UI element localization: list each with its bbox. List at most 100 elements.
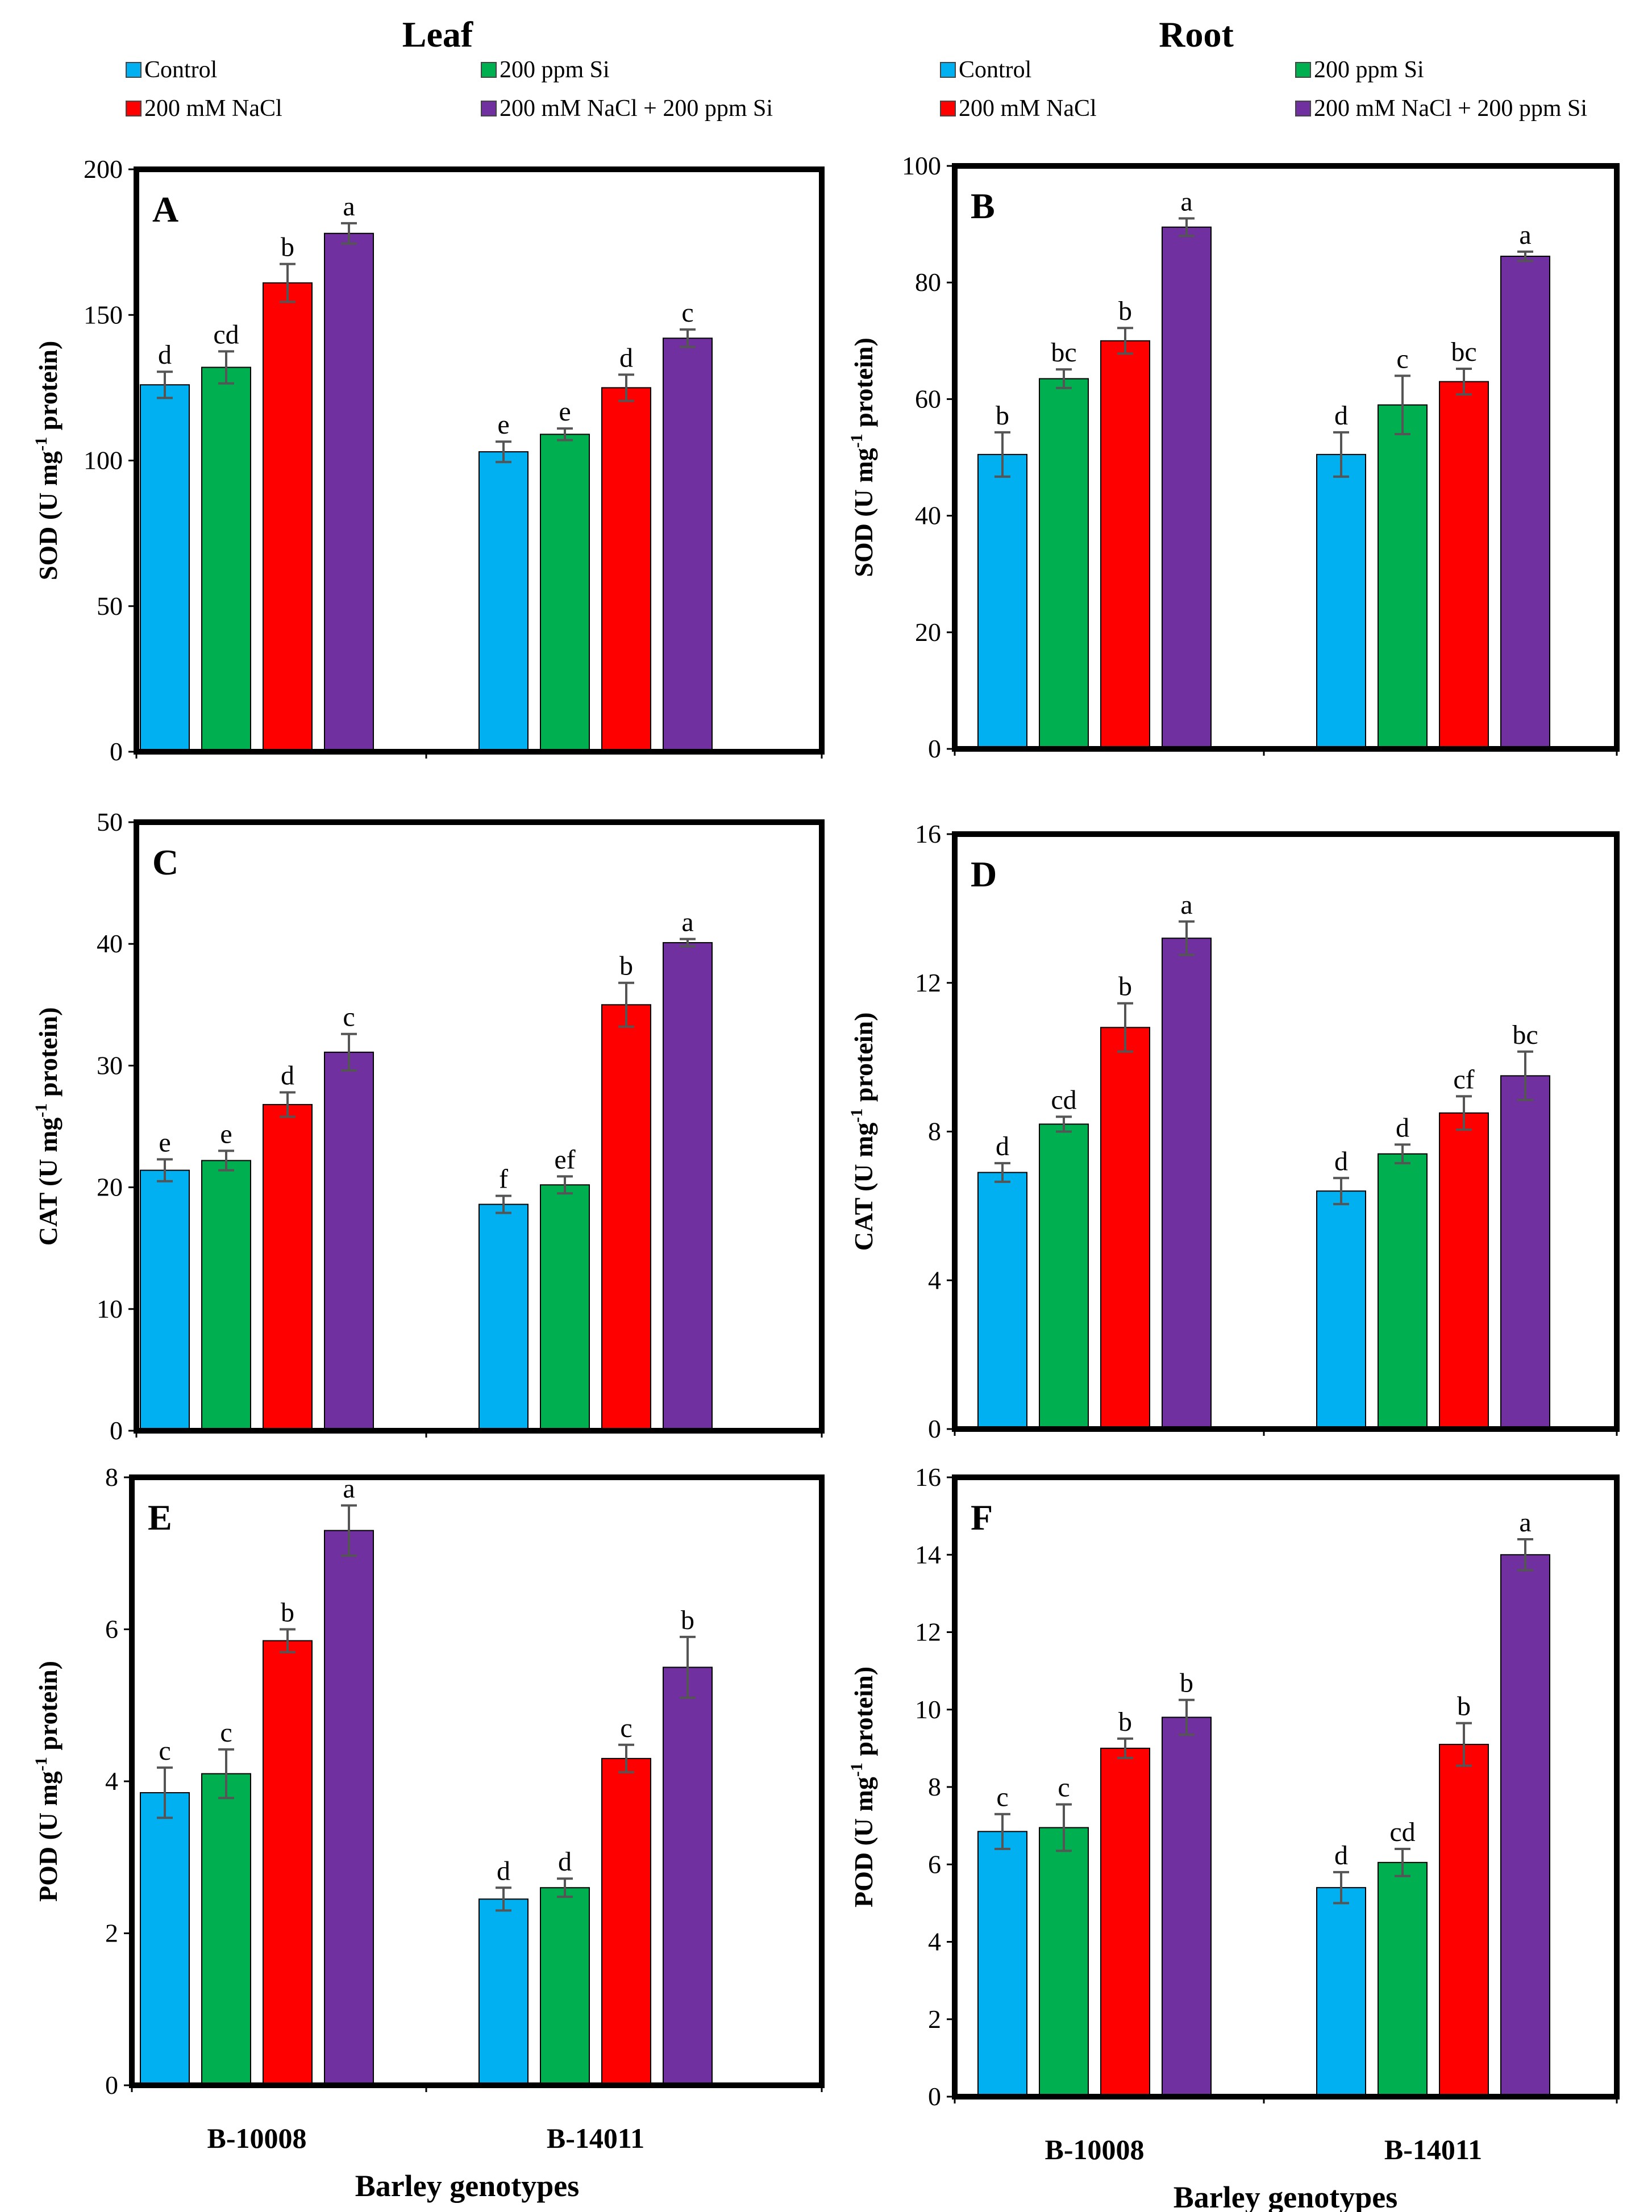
y-tick-label: 8	[928, 1117, 941, 1146]
bar	[1162, 938, 1212, 1430]
bar	[663, 338, 713, 752]
bar	[1500, 1554, 1550, 2097]
bar	[1100, 1027, 1150, 1430]
y-axis-label-superscript: -1	[847, 434, 866, 448]
y-axis-label-superscript: -1	[32, 1103, 51, 1118]
y-axis-label-base: CAT (U mg	[849, 1123, 878, 1251]
bar	[201, 366, 251, 752]
significance-letter: a	[343, 191, 355, 222]
significance-letter: b	[281, 1598, 294, 1628]
y-axis-label-base: POD (U mg	[849, 1777, 878, 1907]
panel-letter: D	[971, 854, 997, 894]
significance-letter: ef	[554, 1144, 575, 1174]
y-axis-label-superscript: -1	[32, 437, 51, 451]
legend-label-root: Control	[959, 57, 1031, 83]
legends: Control 200 ppm Si 200 mM NaCl 200 mM NaCl …	[126, 57, 1587, 122]
significance-letter: cd	[1051, 1085, 1076, 1115]
y-tick-label: 20	[97, 1173, 123, 1202]
bar	[324, 1051, 374, 1431]
legend-swatch-root	[940, 101, 956, 116]
significance-letter: cd	[1389, 1817, 1415, 1847]
significance-letter: a	[1519, 1507, 1531, 1538]
significance-letter: c	[159, 1736, 170, 1766]
y-axis-label: POD (U mg-1 protein)	[32, 1661, 63, 1902]
significance-letter: d	[996, 1131, 1009, 1161]
y-axis-label-tail: protein)	[34, 1007, 63, 1103]
bar	[478, 1898, 529, 2086]
bar	[540, 1184, 590, 1431]
bar	[1039, 1827, 1089, 2097]
y-tick-label: 16	[915, 819, 941, 848]
panel-b: b d bc c b bc a a 0 20 40 60 80 100 B SOD (U mg-1 prote…	[847, 151, 1620, 763]
y-tick-label: 40	[97, 929, 123, 958]
y-axis-label-base: SOD (U mg	[34, 451, 63, 580]
significance-letter: c	[1058, 1773, 1070, 1803]
legend-label-leaf: 200 mM NaCl + 200 ppm Si	[500, 95, 773, 122]
significance-letter: e	[559, 397, 571, 427]
y-tick-label: 50	[97, 591, 123, 620]
bar	[1039, 1123, 1089, 1430]
y-axis-label-tail: protein)	[849, 1667, 878, 1763]
significance-letter: d	[558, 1847, 572, 1877]
y-axis-label-superscript: -1	[32, 1757, 51, 1771]
y-tick-label: 0	[110, 1416, 123, 1445]
y-tick-label: 6	[105, 1615, 118, 1644]
plot-frame	[952, 163, 1620, 752]
significance-letter: c	[681, 298, 693, 328]
bar	[478, 451, 529, 752]
y-axis-label-superscript: -1	[847, 1109, 866, 1123]
bar	[663, 942, 713, 1431]
significance-letter: cd	[213, 319, 239, 349]
bar	[324, 1530, 374, 2086]
legend-label-root: 200 ppm Si	[1314, 57, 1424, 83]
category-label: B-10008	[207, 2122, 307, 2154]
significance-letter: e	[497, 410, 509, 440]
y-tick-label: 100	[84, 446, 123, 475]
significance-letter: d	[497, 1856, 510, 1886]
significance-letter: f	[499, 1164, 508, 1194]
bar	[140, 1169, 190, 1432]
y-tick-label: 0	[928, 1414, 941, 1443]
significance-letter: b	[996, 401, 1009, 431]
y-axis-label-base: SOD (U mg	[849, 448, 878, 577]
bar	[1439, 1744, 1489, 2097]
significance-letter: d	[1334, 1840, 1348, 1871]
significance-letter: a	[1180, 186, 1192, 216]
y-tick-label: 4	[928, 1927, 941, 1956]
significance-letter: cf	[1453, 1064, 1474, 1094]
significance-letter: a	[1519, 220, 1531, 250]
bar	[1316, 1887, 1366, 2097]
legend-swatch-leaf	[126, 62, 142, 78]
significance-letter: bc	[1451, 337, 1476, 367]
significance-letter: d	[158, 340, 172, 370]
significance-letter: bc	[1051, 338, 1076, 368]
x-axis-title-right: Barley genotypes	[1174, 2180, 1397, 2212]
y-tick-label: 200	[84, 155, 123, 184]
legend-label-leaf: 200 mM NaCl	[144, 95, 282, 122]
y-axis-label: POD (U mg-1 protein)	[847, 1667, 878, 1907]
legend-swatch-root	[1295, 101, 1311, 116]
bar	[540, 434, 590, 752]
bar	[263, 1103, 313, 1431]
significance-letter: b	[1180, 1668, 1193, 1698]
bar	[1378, 1861, 1428, 2097]
bar	[1439, 1112, 1489, 1430]
bar	[201, 1160, 251, 1431]
bar	[977, 453, 1027, 749]
y-tick-label: 80	[915, 268, 941, 297]
y-tick-label: 30	[97, 1051, 123, 1080]
bar	[1162, 1717, 1212, 2097]
bar	[1162, 226, 1212, 750]
significance-letter: b	[1118, 296, 1132, 326]
y-tick-label: 12	[915, 968, 941, 997]
bar	[1378, 1153, 1428, 1430]
significance-letter: d	[1396, 1113, 1409, 1143]
legend-label-leaf: Control	[144, 57, 217, 83]
bar	[1500, 1075, 1550, 1430]
y-axis-label-superscript: -1	[847, 1763, 866, 1777]
legend-swatch-leaf	[481, 62, 497, 78]
y-axis-label-tail: protein)	[34, 341, 63, 437]
y-tick-label: 150	[84, 300, 123, 329]
column-title-leaf: Leaf	[402, 14, 473, 55]
